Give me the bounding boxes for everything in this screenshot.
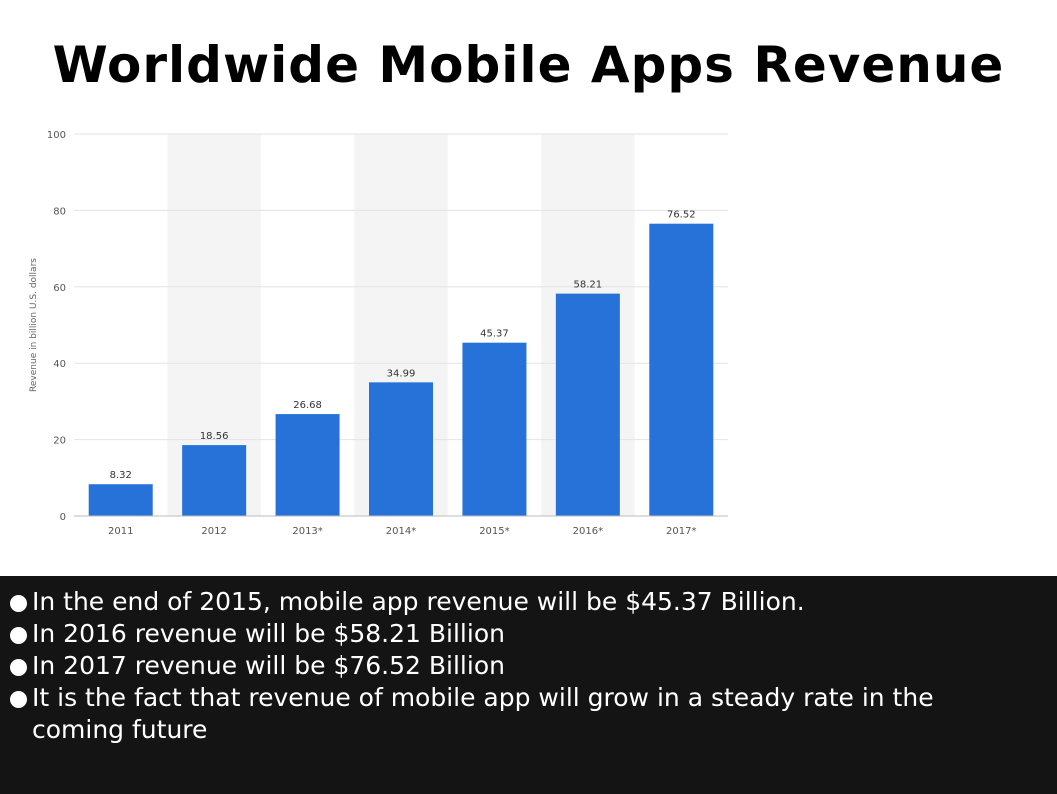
- x-tick-label: 2013*: [292, 526, 322, 537]
- x-tick-label: 2017*: [666, 526, 696, 537]
- bullet-text: It is the fact that revenue of mobile ap…: [32, 683, 934, 744]
- x-tick-label: 2016*: [573, 526, 603, 537]
- y-tick-label: 0: [60, 512, 66, 523]
- bullet-text: In the end of 2015, mobile app revenue w…: [32, 587, 805, 616]
- y-tick-label: 60: [53, 283, 66, 294]
- bullet-dot-icon: [10, 595, 27, 612]
- bar: [555, 293, 620, 516]
- bar: [88, 484, 153, 516]
- data-label: 45.37: [480, 329, 509, 340]
- data-label: 58.21: [574, 280, 603, 291]
- bullet-list: In the end of 2015, mobile app revenue w…: [0, 576, 1057, 746]
- bullet-dot-icon: [10, 659, 27, 676]
- data-label: 34.99: [387, 368, 416, 379]
- bullet-dot-icon: [10, 627, 27, 644]
- revenue-bar-chart: 0 20 40 60 80 100 8.32 18.56 26.68 34.99 45.37 58.…: [29, 130, 728, 537]
- bar: [462, 342, 527, 516]
- y-axis-ticks: 0 20 40 60 80 100: [47, 130, 66, 523]
- bar: [649, 223, 714, 516]
- bullet-dot-icon: [10, 691, 27, 708]
- data-label: 26.68: [293, 400, 322, 411]
- y-axis-label: Revenue in billion U.S. dollars: [29, 258, 39, 392]
- x-tick-label: 2011: [108, 526, 133, 537]
- bullet-text: In 2017 revenue will be $76.52 Billion: [32, 651, 505, 680]
- data-labels: 8.32 18.56 26.68 34.99 45.37 58.21 76.52: [110, 210, 696, 482]
- data-label: 8.32: [110, 470, 132, 481]
- bullet-text: In 2016 revenue will be $58.21 Billion: [32, 619, 505, 648]
- bar: [369, 382, 433, 516]
- slide-title: Worldwide Mobile Apps Revenue: [52, 36, 1005, 94]
- bullet-item: In 2017 revenue will be $76.52 Billion: [0, 650, 1057, 682]
- bullet-item: In 2016 revenue will be $58.21 Billion: [0, 618, 1057, 650]
- y-tick-label: 20: [53, 436, 66, 447]
- bar: [275, 414, 340, 516]
- bullet-panel: In the end of 2015, mobile app revenue w…: [0, 576, 1057, 794]
- bullet-item: In the end of 2015, mobile app revenue w…: [0, 586, 1057, 618]
- y-tick-label: 80: [53, 206, 66, 217]
- bars: [88, 223, 714, 516]
- x-tick-label: 2014*: [386, 526, 416, 537]
- x-tick-label: 2015*: [479, 526, 509, 537]
- y-tick-label: 100: [47, 130, 66, 141]
- x-axis-ticks: 2011 2012 2013* 2014* 2015* 2016* 2017*: [108, 526, 697, 537]
- bar: [182, 445, 247, 516]
- data-label: 18.56: [200, 431, 229, 442]
- data-label: 76.52: [667, 210, 696, 221]
- y-tick-label: 40: [53, 359, 66, 370]
- bullet-item: It is the fact that revenue of mobile ap…: [0, 682, 1057, 746]
- x-tick-label: 2012: [201, 526, 226, 537]
